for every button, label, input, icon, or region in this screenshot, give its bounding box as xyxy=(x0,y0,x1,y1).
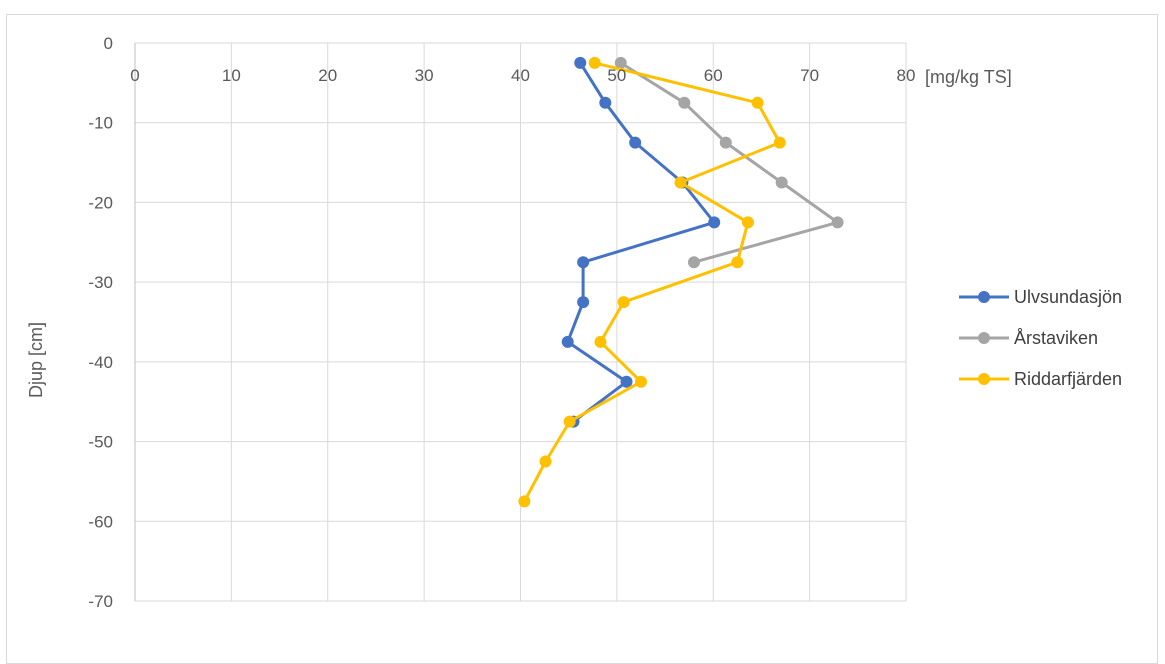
y-tick-label: -20 xyxy=(88,193,113,212)
x-axis-label: [mg/kg TS] xyxy=(925,67,1012,87)
data-point xyxy=(773,136,786,149)
legend-label: Årstaviken xyxy=(1014,328,1098,348)
x-tick-label: 30 xyxy=(415,66,434,85)
y-tick-label: -40 xyxy=(88,353,113,372)
data-point xyxy=(629,136,642,149)
data-point xyxy=(719,136,732,149)
data-point xyxy=(620,375,633,388)
y-tick-label: -60 xyxy=(88,512,113,531)
series-line xyxy=(566,62,716,423)
legend-item: Ulvsundasjön xyxy=(959,287,1122,307)
series-line xyxy=(619,61,840,264)
data-point xyxy=(577,256,590,269)
data-point xyxy=(518,495,531,508)
tick-labels: 0 10 20 30 40 50 60 70 80 0 -10 -20 -30 -40 -50 -60 -70 xyxy=(88,34,915,611)
data-point xyxy=(563,415,576,428)
legend-item: Riddarfjärden xyxy=(959,369,1122,389)
y-tick-label: -10 xyxy=(88,114,113,133)
x-tick-label: 70 xyxy=(800,66,819,85)
data-point xyxy=(634,375,647,388)
data-point xyxy=(708,216,721,229)
y-tick-label: -70 xyxy=(88,592,113,611)
legend-marker xyxy=(978,373,990,385)
data-point xyxy=(539,455,552,468)
data-point xyxy=(574,56,587,69)
data-point xyxy=(751,96,764,109)
data-point xyxy=(731,256,744,269)
series-layer xyxy=(518,56,844,508)
data-point xyxy=(588,56,601,69)
y-tick-label: -30 xyxy=(88,273,113,292)
series-2 xyxy=(518,56,786,508)
series-1 xyxy=(614,56,844,269)
data-point xyxy=(594,335,607,348)
y-tick-label: 0 xyxy=(104,34,113,53)
legend-item: Årstaviken xyxy=(959,328,1098,348)
x-tick-label: 0 xyxy=(130,66,139,85)
data-point xyxy=(775,176,788,189)
x-tick-label: 10 xyxy=(222,66,241,85)
legend-marker xyxy=(978,332,990,344)
x-tick-label: 50 xyxy=(607,66,626,85)
data-point xyxy=(831,216,844,229)
data-point xyxy=(561,335,574,348)
x-tick-label: 80 xyxy=(897,66,916,85)
data-point xyxy=(741,216,754,229)
data-point xyxy=(577,296,590,309)
grid-layer xyxy=(134,42,907,602)
data-point xyxy=(687,256,700,269)
data-point xyxy=(678,96,691,109)
data-point xyxy=(674,176,687,189)
data-point xyxy=(614,56,627,69)
series-line xyxy=(523,61,782,503)
legend-label: Ulvsundasjön xyxy=(1014,287,1122,307)
y-tick-label: -50 xyxy=(88,433,113,452)
legend-label: Riddarfjärden xyxy=(1014,369,1122,389)
legend-marker xyxy=(978,291,990,303)
x-tick-label: 20 xyxy=(318,66,337,85)
x-tick-label: 60 xyxy=(704,66,723,85)
y-axis-label: Djup [cm] xyxy=(26,322,46,398)
data-point xyxy=(617,296,630,309)
legend: Ulvsundasjön Årstaviken Riddarfjärden xyxy=(959,287,1122,389)
x-tick-label: 40 xyxy=(511,66,530,85)
data-point xyxy=(599,96,612,109)
